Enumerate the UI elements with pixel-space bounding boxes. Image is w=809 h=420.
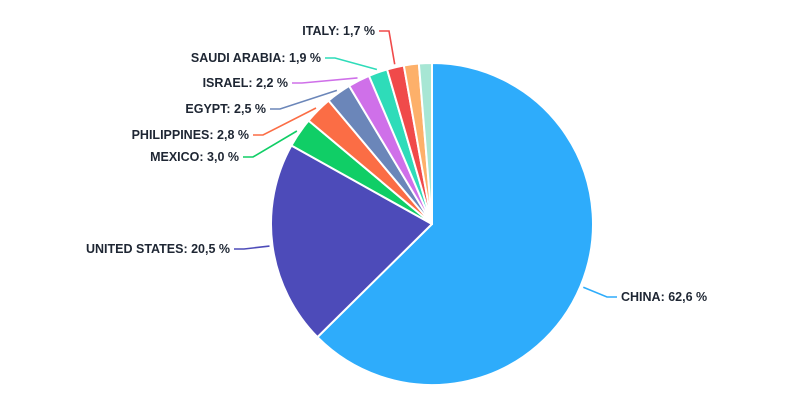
slice-label-italy: ITALY: 1,7 % [302, 24, 375, 38]
slice-label-egypt: EGYPT: 2,5 % [185, 102, 266, 116]
slice-label-china: CHINA: 62,6 % [621, 290, 708, 304]
slice-label-israel: ISRAEL: 2,2 % [202, 76, 288, 90]
slice-label-philippines: PHILIPPINES: 2,8 % [131, 128, 249, 142]
leader-line-israel [292, 77, 358, 84]
leader-line-united-states [234, 245, 270, 250]
pie-slice-china[interactable] [316, 62, 594, 386]
slice-label-saudi-arabia: SAUDI ARABIA: 1,9 % [190, 51, 321, 65]
leader-line-philippines [253, 107, 317, 136]
slice-label-mexico: MEXICO: 3,0 % [150, 150, 239, 164]
slice-label-united-states: UNITED STATES: 20,5 % [85, 242, 230, 256]
leader-line-mexico [243, 130, 298, 158]
leader-line-italy [379, 30, 396, 65]
leader-line-egypt [270, 89, 338, 110]
pie-slice-other-10[interactable] [417, 62, 433, 225]
pie-slice-united-states[interactable] [269, 144, 433, 339]
leader-line-saudi-arabia [325, 57, 378, 71]
leader-line-china [582, 286, 617, 298]
